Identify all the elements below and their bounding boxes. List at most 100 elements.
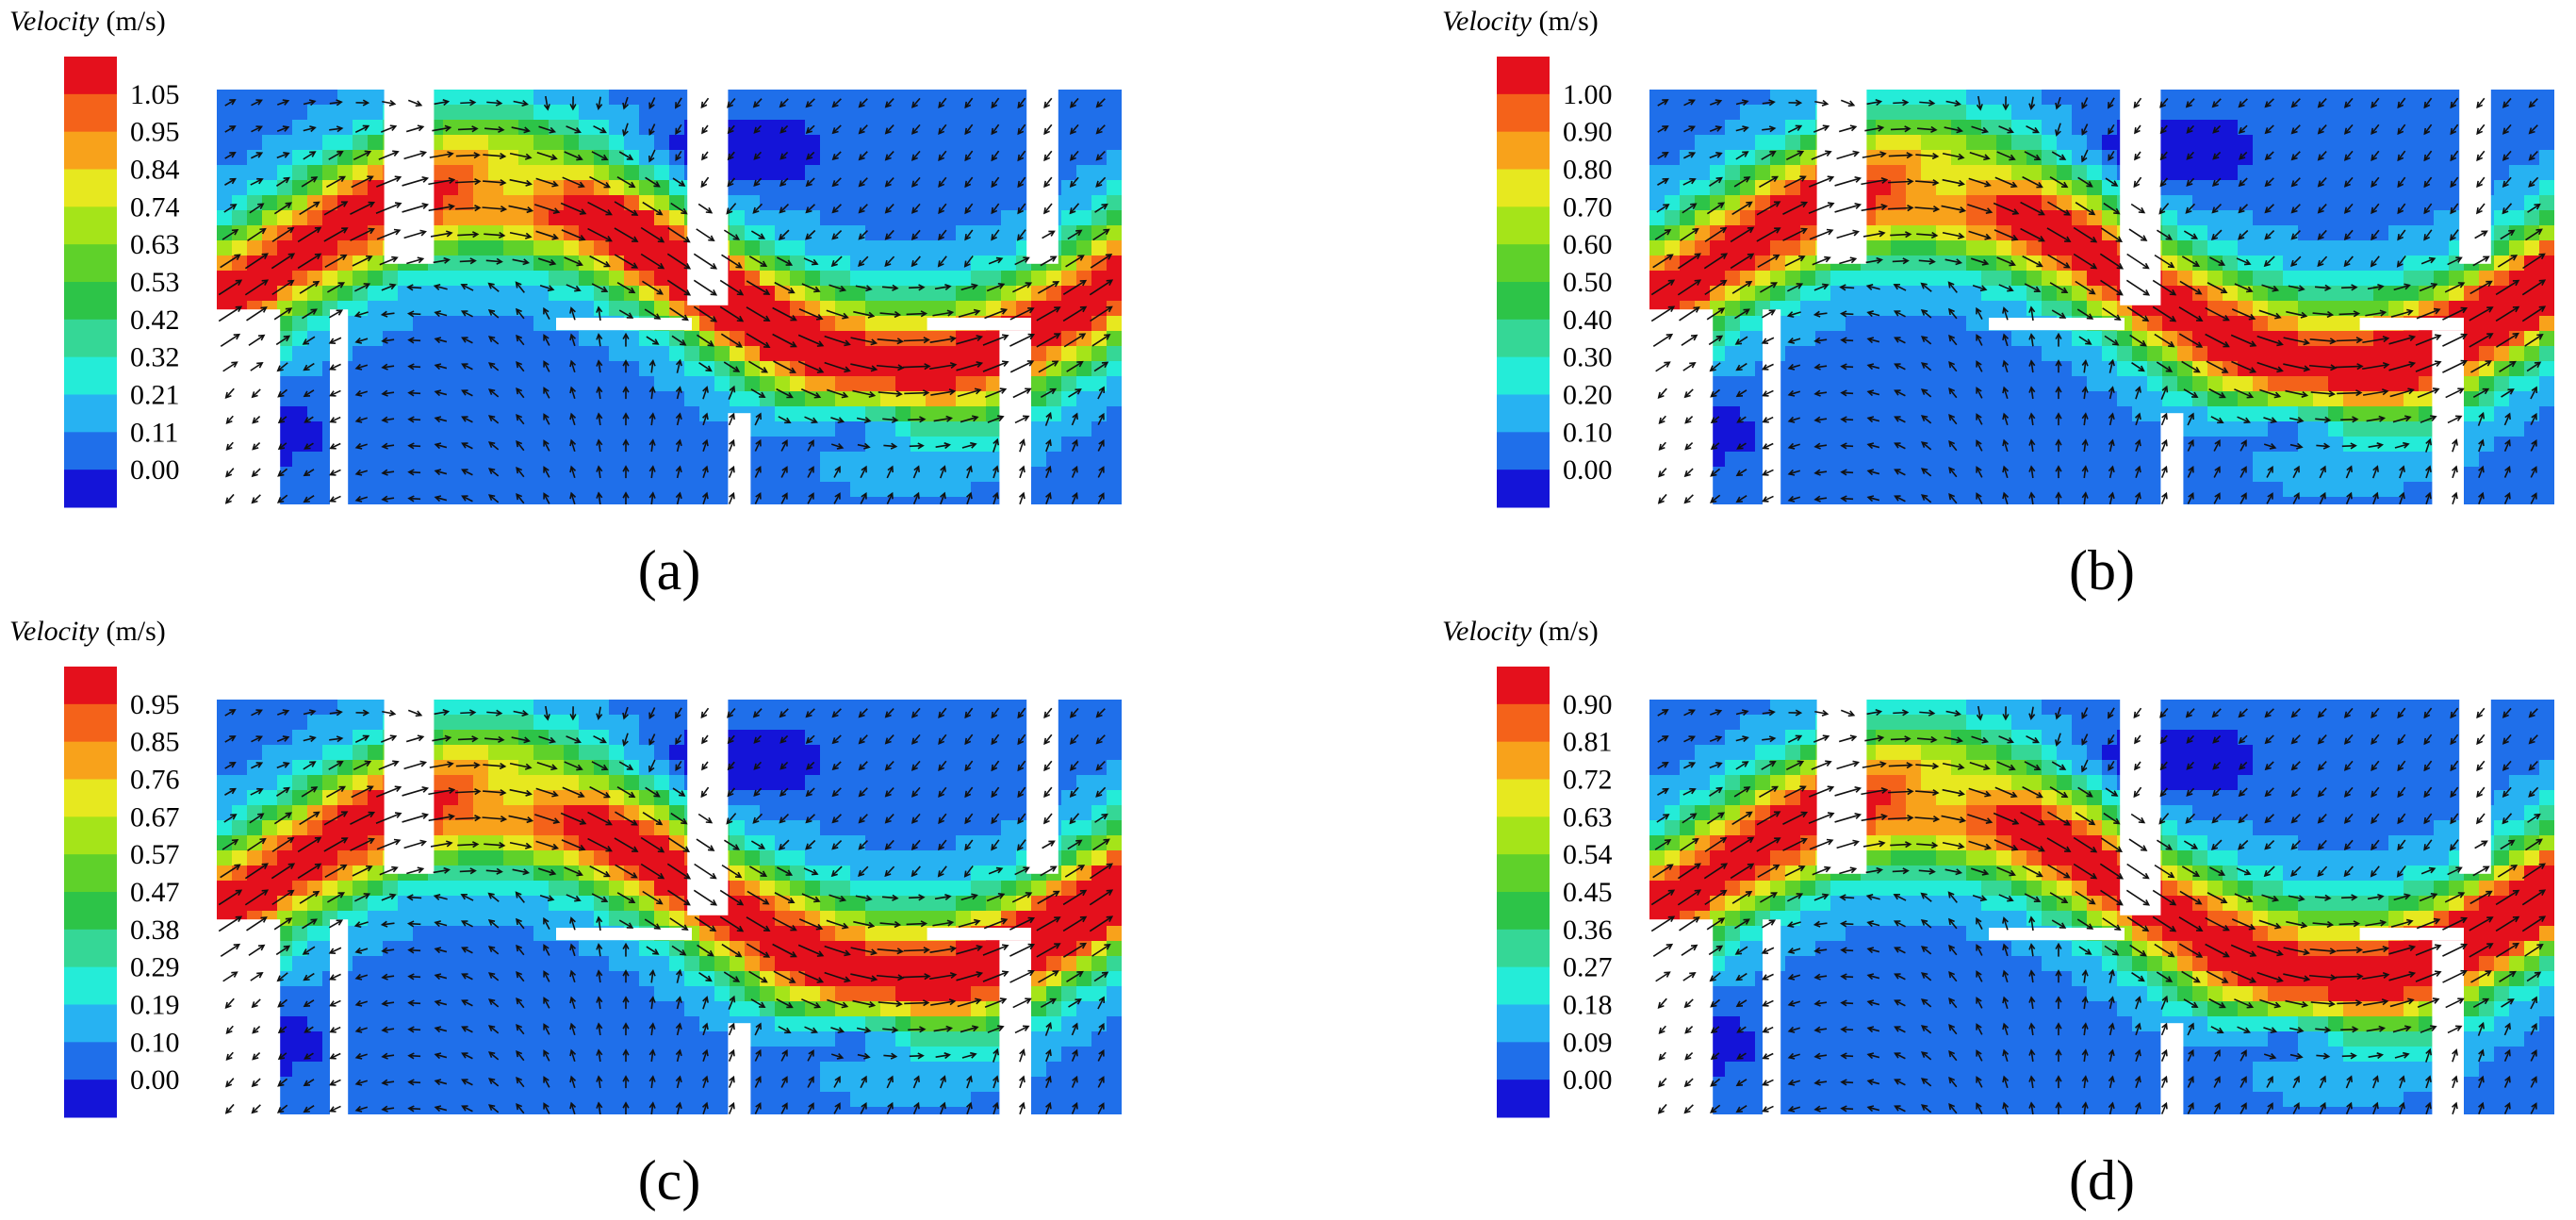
velocity-arrowhead (648, 491, 656, 499)
velocity-arrow (223, 204, 237, 213)
field-cell (1906, 421, 1922, 437)
field-cell (307, 180, 323, 196)
velocity-arrowhead (1106, 305, 1113, 313)
velocity-arrowhead (1956, 126, 1963, 134)
field-cell (1725, 482, 1741, 498)
velocity-arrowhead (547, 285, 555, 292)
velocity-arrowhead (2343, 180, 2351, 188)
field-cell (941, 240, 957, 256)
field-cell (1649, 120, 1665, 136)
field-cell (368, 256, 384, 272)
velocity-arrow (650, 413, 654, 426)
field-cell (850, 271, 866, 287)
field-cell (2238, 452, 2254, 468)
velocity-arrowhead (381, 416, 388, 423)
field-cell (1665, 150, 1681, 166)
field-cell (2253, 240, 2269, 256)
velocity-arrowhead (781, 492, 788, 500)
velocity-arrowhead (596, 491, 603, 499)
velocity-arrow (1942, 152, 1964, 159)
field-cell (1891, 452, 1907, 468)
field-cell (2373, 497, 2389, 504)
field-cell (2404, 421, 2420, 437)
field-cell (880, 180, 896, 196)
velocity-arrowhead (2264, 233, 2272, 240)
velocity-arrow (2239, 151, 2248, 160)
field-cell (2419, 421, 2435, 437)
velocity-arrowhead (308, 99, 317, 107)
field-cell (865, 301, 881, 317)
velocity-arrow (2371, 203, 2380, 214)
velocity-arrowhead (991, 234, 997, 241)
velocity-arrow (700, 97, 710, 108)
field-cell (2404, 271, 2420, 287)
field-cell (1755, 195, 1771, 211)
velocity-arrow (984, 308, 1007, 320)
field-cell (2192, 135, 2208, 151)
velocity-arrow (961, 443, 976, 449)
field-cell (911, 452, 927, 468)
velocity-arrowhead (2055, 129, 2061, 137)
field-cell (654, 421, 670, 437)
field-cell (609, 286, 625, 302)
field-cell (1891, 210, 1907, 226)
field-cell (503, 150, 519, 166)
velocity-arrow (1814, 100, 1828, 106)
field-cell (458, 316, 474, 332)
field-cell (1740, 421, 1756, 437)
velocity-arrowhead (255, 99, 263, 106)
velocity-arrowhead (891, 416, 899, 423)
field-cell (2117, 437, 2133, 453)
field-cell (669, 210, 685, 226)
field-cell (2042, 376, 2058, 392)
field-cell (262, 135, 278, 151)
field-cell (2177, 346, 2193, 362)
velocity-arrow (779, 229, 790, 240)
field-cell (549, 376, 565, 392)
velocity-arrow (402, 177, 428, 187)
velocity-arrow (1069, 203, 1080, 214)
velocity-arrow (2159, 177, 2169, 187)
field-cell (624, 452, 640, 468)
baffle (2120, 90, 2161, 305)
field-cell (1740, 135, 1756, 151)
field-cell (2011, 120, 2027, 136)
velocity-arrowhead (2343, 154, 2351, 161)
velocity-arrowhead (354, 337, 363, 344)
field-cell (232, 286, 248, 302)
field-cell (2072, 421, 2088, 437)
field-cell (594, 135, 610, 151)
field-cell (1031, 316, 1047, 332)
field-cell (669, 256, 685, 272)
velocity-arrowhead (596, 438, 603, 446)
field-cell (941, 391, 957, 407)
velocity-arrow (591, 151, 608, 160)
velocity-arrowhead (2011, 208, 2020, 215)
field-cell (790, 301, 806, 317)
field-cell (2117, 406, 2133, 422)
field-cell (488, 180, 504, 196)
velocity-arrowhead (867, 311, 876, 319)
velocity-arrowhead (2317, 180, 2324, 188)
field-cell (699, 452, 715, 468)
field-cell (2026, 195, 2043, 211)
field-cell (2026, 271, 2043, 287)
field-cell (986, 210, 1002, 226)
field-cell (1076, 120, 1092, 136)
field-cell (1800, 361, 1816, 377)
field-cell (247, 240, 263, 256)
field-cell (2298, 180, 2314, 196)
velocity-arrow (964, 150, 974, 161)
field-cell (1830, 437, 1846, 453)
velocity-arrowhead (1000, 307, 1009, 315)
velocity-arrowhead (1019, 465, 1025, 473)
velocity-arrow (797, 334, 824, 347)
velocity-arrowhead (1879, 230, 1886, 238)
velocity-arrowhead (657, 236, 665, 243)
field-cell (594, 150, 610, 166)
field-cell (2419, 361, 2435, 377)
field-cell (1061, 120, 1077, 136)
velocity-arrow (938, 256, 947, 267)
velocity-arrow (645, 176, 660, 188)
velocity-arrow (1968, 230, 1991, 239)
